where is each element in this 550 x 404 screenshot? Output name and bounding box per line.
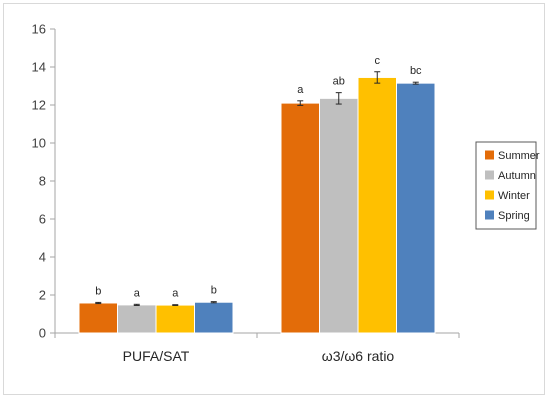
legend-swatch [485, 190, 494, 200]
bar-spring-pufa-sat [194, 301, 234, 334]
y-tick-label: 2 [39, 288, 46, 303]
bar-autumn-omega-ratio [319, 97, 359, 334]
significance-letter: c [375, 55, 381, 67]
y-tick-label: 4 [39, 250, 46, 265]
significance-letter: b [211, 285, 217, 297]
significance-letter: b [95, 285, 101, 297]
legend-swatch [485, 210, 494, 220]
legend-label: Summer [498, 150, 540, 162]
legend-swatch [485, 150, 494, 160]
legend-label: Winter [498, 190, 530, 202]
bar-spring-omega-ratio [396, 82, 436, 334]
significance-letter: a [297, 84, 304, 96]
legend: Summer Autumn Winter Spring [475, 141, 540, 230]
bar-summer-pufa-sat [78, 302, 118, 334]
legend-label: Spring [498, 210, 530, 222]
y-tick-label: 0 [39, 326, 46, 341]
y-tick-label: 12 [32, 98, 46, 113]
significance-letter: bc [410, 65, 422, 77]
chart-frame: 0 2 4 6 8 10 12 14 16 b a a b PUFA/SAT a ab c bc ω3/ω6 rat… [3, 3, 545, 395]
y-tick-label: 14 [32, 60, 46, 75]
bar-winter-omega-ratio [357, 76, 397, 334]
significance-letter: ab [333, 76, 345, 88]
x-category-label: ω3/ω6 ratio [322, 348, 395, 364]
y-tick-label: 8 [39, 174, 46, 189]
legend-swatch [485, 170, 494, 180]
y-tick-label: 10 [32, 136, 46, 151]
y-tick-label: 6 [39, 212, 46, 227]
bar-winter-pufa-sat [155, 304, 195, 334]
bar-autumn-pufa-sat [117, 304, 157, 334]
significance-letter: a [134, 287, 141, 299]
legend-label: Autumn [498, 170, 536, 182]
y-tick-label: 16 [32, 22, 46, 37]
significance-letter: a [172, 288, 179, 300]
x-category-label: PUFA/SAT [123, 348, 190, 364]
bar-summer-omega-ratio [280, 102, 320, 334]
